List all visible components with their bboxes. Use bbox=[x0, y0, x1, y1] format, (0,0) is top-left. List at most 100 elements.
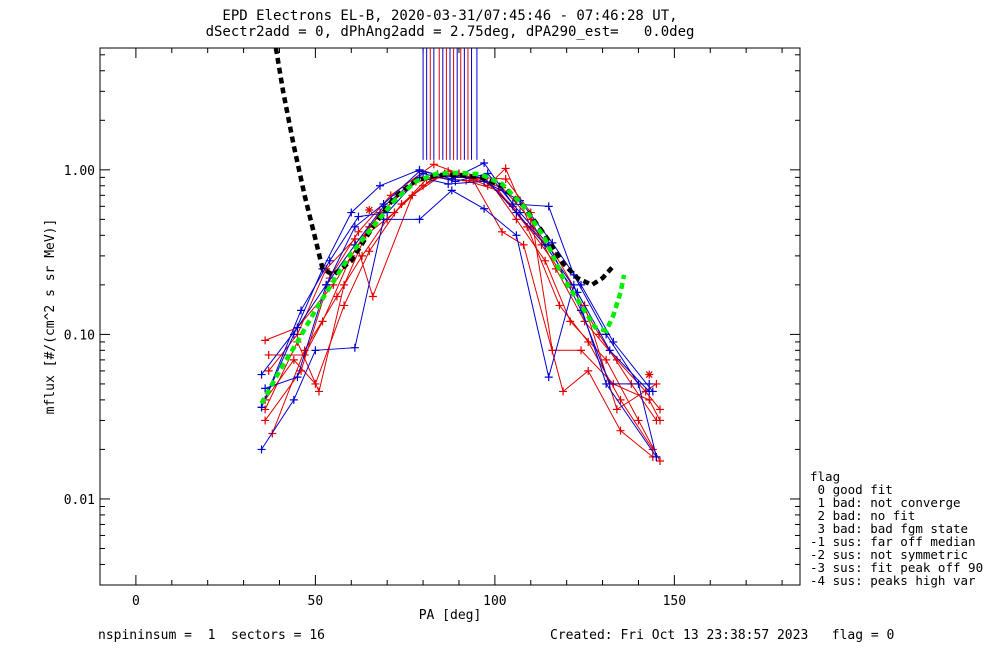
peak-markers bbox=[422, 48, 478, 160]
data-point-red bbox=[566, 317, 575, 326]
data-point-red bbox=[584, 366, 593, 375]
data-point-red bbox=[368, 292, 377, 301]
data-point-red bbox=[634, 416, 643, 425]
y-tick-label: 1.00 bbox=[64, 164, 95, 179]
chart-title-line-2: dSectr2add = 0, dPhAng2add = 2.75deg, dP… bbox=[205, 24, 695, 40]
data-point-blue bbox=[261, 384, 270, 393]
data-point-blue bbox=[516, 208, 524, 217]
data-point-red bbox=[519, 240, 528, 249]
legend-item: 2 bad: no fit bbox=[810, 508, 916, 523]
series-line-blue bbox=[264, 172, 650, 389]
data-point-red bbox=[501, 174, 510, 183]
x-tick-label: 150 bbox=[663, 594, 686, 609]
data-point-blue bbox=[322, 280, 331, 289]
series-line-red bbox=[268, 175, 657, 421]
data-point-blue bbox=[347, 208, 356, 217]
asterisk-point bbox=[365, 206, 374, 215]
data-point-red bbox=[616, 426, 625, 435]
data-point-blue bbox=[297, 306, 306, 315]
y-tick-label: 0.01 bbox=[64, 493, 95, 508]
data-point-blue bbox=[544, 373, 553, 382]
data-point-red bbox=[577, 346, 586, 355]
data-point-blue bbox=[257, 370, 266, 379]
data-point-blue bbox=[325, 256, 334, 265]
footer-right: Created: Fri Oct 13 23:38:57 2023 flag =… bbox=[550, 628, 895, 643]
data-point-red bbox=[332, 292, 341, 301]
data-point-red bbox=[261, 405, 270, 414]
legend-item: 3 bad: bad fgm state bbox=[810, 521, 969, 536]
data-point-red bbox=[656, 416, 664, 425]
x-tick-label: 100 bbox=[483, 594, 506, 609]
legend-item: -3 sus: fit peak off 90 bbox=[810, 560, 984, 575]
data-point-blue bbox=[257, 403, 266, 412]
fit-curve bbox=[259, 170, 627, 405]
footer-left: nspininsum = 1 sectors = 16 bbox=[98, 628, 325, 643]
series-line-blue bbox=[261, 162, 657, 458]
data-point-blue bbox=[569, 280, 578, 289]
data-point-blue bbox=[544, 202, 553, 211]
data-point-blue bbox=[605, 346, 614, 355]
data-point-blue bbox=[444, 180, 453, 189]
data-point-red bbox=[289, 355, 298, 364]
data-point-blue bbox=[376, 181, 384, 190]
data-point-red bbox=[652, 379, 661, 388]
legend-item: -4 sus: peaks high var bbox=[810, 573, 976, 588]
data-point-red bbox=[559, 387, 568, 396]
data-point-red bbox=[498, 227, 507, 236]
data-point-red bbox=[365, 247, 374, 256]
data-point-red bbox=[297, 366, 306, 375]
series-line-blue bbox=[261, 170, 650, 392]
series-line-red bbox=[271, 170, 654, 458]
legend-item: 0 good fit bbox=[810, 482, 893, 497]
series-line-blue bbox=[261, 176, 654, 408]
data-point-red bbox=[512, 215, 521, 224]
flag-legend: flag 0 good fit 1 bad: not converge 2 ba… bbox=[810, 470, 983, 587]
data-point-red bbox=[261, 416, 270, 425]
data-point-blue bbox=[451, 177, 460, 186]
data-point-red bbox=[264, 350, 273, 359]
data-point-blue bbox=[480, 159, 489, 168]
data-point-red bbox=[358, 251, 367, 260]
data-point-red bbox=[318, 317, 327, 326]
data-point-red bbox=[602, 355, 611, 364]
data-point-red bbox=[264, 366, 273, 375]
data-point-blue bbox=[293, 373, 302, 382]
x-axis-label: PA [deg] bbox=[419, 608, 482, 623]
data-point-red bbox=[429, 160, 438, 169]
data-point-red bbox=[419, 181, 428, 190]
legend-item: 1 bad: not converge bbox=[810, 495, 961, 510]
chart-title-line-1: EPD Electrons EL-B, 2020-03-31/07:45:46 … bbox=[222, 8, 678, 24]
data-point-blue bbox=[648, 387, 657, 396]
data-point-blue bbox=[293, 323, 302, 332]
data-point-blue bbox=[311, 346, 320, 355]
data-point-blue bbox=[512, 231, 521, 240]
data-point-blue bbox=[415, 215, 424, 224]
median-curve bbox=[273, 47, 615, 288]
data-point-red bbox=[555, 301, 564, 310]
data-point-red bbox=[645, 395, 654, 404]
tick-labels: 0 50 100 150 0.01 0.10 1.00 PA [deg] mflux [#/(c… bbox=[43, 164, 686, 623]
data-point-blue bbox=[257, 445, 266, 454]
data-point-blue bbox=[447, 186, 456, 195]
data-point-red bbox=[261, 336, 270, 345]
data-point-blue bbox=[289, 395, 298, 404]
x-tick-label: 50 bbox=[308, 594, 324, 609]
legend-item: -2 sus: not symmetric bbox=[810, 547, 969, 562]
data-point-red bbox=[340, 301, 349, 310]
data-point-red bbox=[501, 164, 510, 173]
data-point-red bbox=[656, 405, 664, 414]
data-series bbox=[257, 159, 664, 466]
legend-item: -1 sus: far off median bbox=[810, 534, 976, 549]
data-point-blue bbox=[480, 204, 489, 213]
data-point-red bbox=[314, 387, 323, 396]
data-point-red bbox=[656, 457, 664, 466]
y-tick-label: 0.10 bbox=[64, 328, 95, 343]
model-curves bbox=[259, 47, 627, 405]
data-point-blue bbox=[609, 337, 618, 346]
data-point-blue bbox=[605, 379, 614, 388]
x-tick-label: 0 bbox=[132, 594, 140, 609]
data-point-red bbox=[354, 227, 363, 236]
data-point-blue bbox=[354, 212, 363, 221]
y-axis-label: mflux [#/(cm^2 s sr MeV)] bbox=[43, 219, 58, 415]
